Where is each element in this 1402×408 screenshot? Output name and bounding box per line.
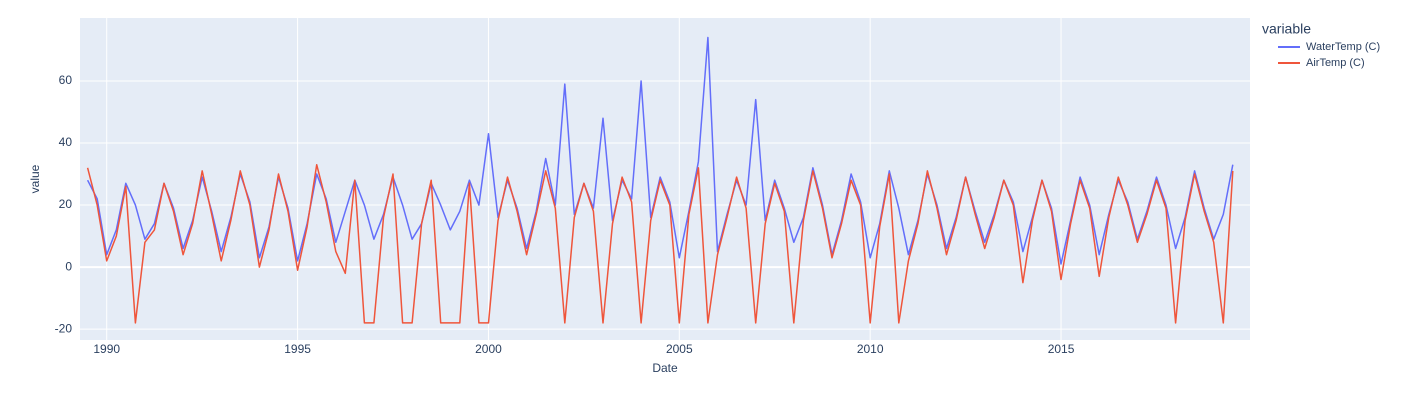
y-tick-label: -20 [55,321,73,335]
x-tick-label: 1990 [93,342,120,356]
x-tick-label: 2010 [857,342,884,356]
legend-title: variable [1262,21,1311,37]
y-tick-label: 0 [65,259,72,273]
y-tick-label: 60 [59,73,73,87]
x-tick-label: 1995 [284,342,311,356]
x-tick-label: 2005 [666,342,693,356]
legend-label: AirTemp (C) [1306,57,1365,69]
y-tick-label: 40 [59,135,73,149]
x-tick-label: 2000 [475,342,502,356]
series-line [86,163,1234,324]
y-axis-title: value [28,164,42,193]
y-tick-label: 20 [59,197,73,211]
x-tick-label: 2015 [1048,342,1075,356]
x-axis-title: Date [652,361,678,375]
legend-label: WaterTemp (C) [1306,41,1380,53]
plot-area [80,18,1250,340]
